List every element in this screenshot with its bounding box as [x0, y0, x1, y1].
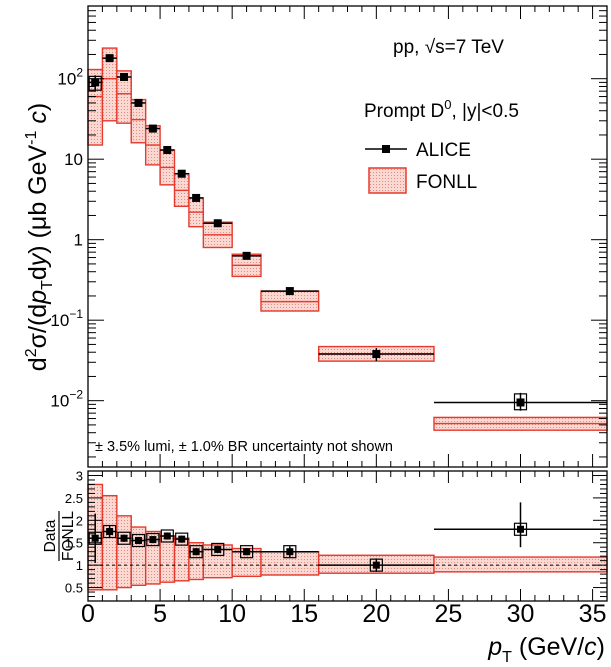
alice-point	[177, 169, 186, 178]
legend-alice-label: ALICE	[416, 140, 471, 161]
main-frame	[87, 5, 608, 468]
main-panel: 10−2 10−1 1 10 102 pp, √s=7 TeV Prompt D0, |…	[23, 5, 608, 468]
ratio-point	[91, 534, 99, 542]
ratio-y-tick-label: 2.5	[65, 491, 83, 506]
y-tick-label: 102	[57, 66, 83, 89]
ratio-point	[134, 536, 142, 544]
ratio-syst-box	[211, 542, 225, 557]
ratio-point	[106, 528, 114, 536]
ratio-point	[214, 545, 222, 553]
ratio-y-title: Data FONLL	[42, 511, 77, 561]
alice-points	[88, 54, 607, 411]
ratio-syst-box	[103, 524, 117, 539]
x-tick-label: 20	[362, 600, 390, 628]
y-tick-label: 10−1	[50, 307, 83, 330]
y-tick-label: 1	[74, 231, 83, 250]
ratio-syst-box	[131, 533, 146, 548]
y-tick-label: 10−2	[50, 388, 83, 411]
ratio-numerator: Data	[42, 519, 59, 552]
alice-syst-box	[513, 393, 528, 411]
ratio-syst-box	[369, 558, 383, 572]
alice-syst-box	[88, 75, 102, 91]
ratio-syst-box	[239, 545, 254, 559]
alice-point	[516, 398, 525, 407]
ratio-fonll-band	[116, 515, 132, 589]
ratio-point	[178, 535, 186, 543]
alice-point	[213, 219, 222, 228]
ratio-denominator: FONLL	[60, 511, 77, 561]
x-tick-label: 25	[435, 600, 463, 628]
legend-fonll-swatch	[368, 167, 407, 194]
ratio-point	[286, 548, 294, 556]
fonll-bands	[87, 47, 608, 431]
particle-name: Prompt D	[364, 101, 444, 122]
legend-alice-marker	[382, 145, 390, 153]
alice-point	[163, 146, 172, 155]
x-tick-label: 30	[507, 600, 535, 628]
alice-point	[372, 350, 381, 359]
x-axis-title: pT (GeV/c)	[487, 633, 605, 666]
ratio-syst-box	[117, 531, 131, 545]
collision-label: pp, √s=7 TeV	[393, 37, 504, 58]
ratio-y-tick-labels: 0.5 1 1.5 2 2.5 3	[65, 468, 83, 595]
ratio-syst-box	[189, 545, 203, 559]
alice-point	[242, 251, 251, 260]
ratio-fonll-band	[159, 535, 176, 583]
ratio-fonll-band	[101, 494, 118, 591]
ratio-syst-box	[513, 522, 528, 536]
ratio-point	[163, 532, 171, 540]
legend-fonll-label: FONLL	[416, 172, 477, 193]
alice-point	[134, 98, 143, 107]
ratio-y-tick-label: 2	[76, 513, 83, 528]
ratio-point	[372, 561, 380, 569]
x-tick-label: 10	[218, 600, 246, 628]
rapidity-cut: , |y|<0.5	[451, 101, 518, 122]
main-y-tick-labels: 10−2 10−1 1 10 102	[50, 66, 83, 411]
alice-point	[192, 193, 201, 202]
ratio-y-tick-label: 1.5	[65, 536, 83, 551]
particle-superscript: 0	[444, 97, 451, 112]
fonll-band	[116, 70, 132, 124]
ratio-fonll-band	[433, 556, 608, 573]
ratio-syst-box	[175, 532, 189, 546]
x-tick-label: 15	[290, 600, 318, 628]
ratio-point	[149, 536, 157, 544]
ratio-point	[120, 534, 128, 542]
y-tick-label: 10	[64, 150, 83, 169]
ratio-syst-box	[146, 532, 160, 547]
alice-point	[148, 124, 157, 133]
main-axis-ticks	[87, 5, 608, 467]
alice-point	[105, 54, 114, 63]
ratio-y-tick-label: 3	[76, 468, 83, 483]
x-tick-label: 0	[81, 600, 95, 628]
ratio-axis-ticks	[87, 471, 608, 601]
x-tick-label: 35	[579, 600, 607, 628]
alice-point	[285, 287, 294, 296]
ratio-point	[243, 548, 251, 556]
alice-point	[120, 72, 129, 81]
ratio-fonll-bands	[87, 483, 608, 591]
ratio-panel: 0.5 1 1.5 2 2.5 3 0 5 10 15 20 25 30 35 Data FONLL p…	[42, 468, 608, 666]
ratio-y-tick-label: 0.5	[65, 581, 83, 596]
ratio-syst-box	[160, 529, 174, 543]
ratio-point	[517, 525, 524, 533]
ratio-point	[192, 548, 200, 556]
ratio-syst-box	[283, 545, 297, 559]
particle-label: Prompt D0, |y|<0.5	[364, 97, 519, 122]
y-axis-title: d2σ/(dpTdy) (μb GeV-1 c)	[23, 103, 56, 371]
legend: ALICE FONLL	[365, 140, 477, 194]
ratio-y-tick-label: 1	[76, 558, 83, 573]
x-tick-labels: 0 5 10 15 20 25 30 35	[81, 600, 606, 628]
ratio-points	[88, 502, 607, 572]
uncertainty-note: ± 3.5% lumi, ± 1.0% BR uncertainty not s…	[95, 439, 393, 455]
x-tick-label: 5	[153, 600, 167, 628]
ratio-fonll-band	[130, 526, 147, 587]
